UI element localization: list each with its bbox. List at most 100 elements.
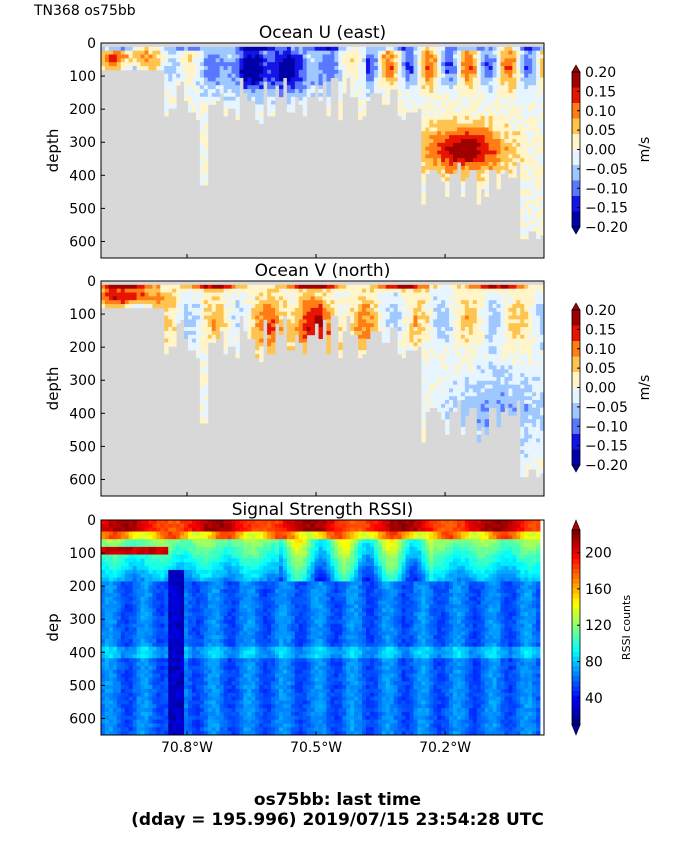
heatmap-cell [536, 154, 541, 159]
heatmap-cell [211, 327, 217, 332]
heatmap-cell [516, 58, 521, 63]
heatmap-cell [219, 323, 225, 328]
heatmap-cell [263, 304, 268, 309]
heatmap-cell [108, 569, 114, 575]
heatmap-cell [429, 330, 434, 336]
heatmap-cell [148, 284, 153, 290]
heatmap-cell [449, 365, 454, 370]
heatmap-cell [496, 292, 501, 297]
heatmap-cell [385, 81, 391, 86]
heatmap-cell [445, 123, 450, 128]
heatmap-cell [445, 181, 450, 186]
heatmap-cell [536, 77, 541, 82]
heatmap-cell [460, 307, 466, 313]
heatmap-cell [144, 304, 149, 309]
heatmap-cell [223, 54, 228, 59]
heatmap-cell [282, 66, 288, 71]
heatmap-cell [101, 62, 106, 67]
heatmap-cell [456, 115, 462, 121]
heatmap-cell [247, 315, 252, 320]
heatmap-cell [453, 350, 458, 355]
heatmap-cell [176, 69, 181, 75]
heatmap-cell [456, 66, 462, 71]
heatmap-cell [460, 330, 466, 336]
heatmap-cell [298, 300, 304, 305]
heatmap-cell [496, 319, 501, 324]
heatmap-cell [437, 66, 442, 71]
heatmap-cell [207, 315, 213, 320]
heatmap-cell [480, 288, 486, 293]
heatmap-cell [389, 46, 395, 52]
heatmap-cell [184, 315, 189, 320]
heatmap-cell [480, 89, 486, 94]
heatmap-cell [528, 108, 533, 113]
heatmap-cell [417, 311, 422, 316]
heatmap-cell [101, 604, 106, 609]
heatmap-cell [441, 50, 446, 55]
heatmap-cell [476, 396, 482, 401]
heatmap-cell [540, 457, 545, 462]
heatmap-cell [437, 104, 442, 109]
heatmap-cell [314, 66, 319, 71]
heatmap-cell [310, 319, 315, 324]
heatmap-cell [421, 119, 426, 125]
heatmap-cell [223, 296, 228, 301]
heatmap-cell [346, 284, 351, 290]
heatmap-cell [532, 227, 537, 232]
heatmap-cell [528, 215, 533, 221]
heatmap-cell [445, 315, 450, 320]
heatmap-cell [330, 66, 335, 71]
heatmap-cell [358, 100, 363, 105]
heatmap-cell [377, 50, 383, 55]
heatmap-cell [524, 380, 529, 386]
heatmap-cell [500, 384, 505, 389]
heatmap-cell [101, 623, 106, 628]
heatmap-cell [275, 66, 280, 71]
heatmap-cell [235, 112, 240, 117]
heatmap-cell [219, 319, 225, 324]
heatmap-cell [504, 112, 509, 117]
heatmap-cell [334, 292, 339, 297]
heatmap-cell [393, 319, 399, 324]
heatmap-cell [271, 77, 276, 82]
heatmap-cell [524, 388, 529, 393]
heatmap-cell [476, 334, 482, 339]
heatmap-cell [128, 54, 134, 59]
heatmap-cell [128, 50, 134, 55]
heatmap-cell [184, 81, 189, 86]
heatmap-cell [144, 284, 149, 290]
heatmap-cell [433, 369, 438, 374]
y-tick-label: 400 [69, 168, 96, 184]
heatmap-cell [441, 169, 446, 174]
heatmap-cell [267, 104, 272, 109]
heatmap-cell [104, 646, 110, 651]
heatmap-cell [116, 723, 122, 728]
heatmap-cell [488, 73, 493, 78]
heatmap-cell [496, 81, 501, 86]
heatmap-cell [456, 96, 462, 101]
heatmap-cell [104, 700, 110, 705]
heatmap-cell [263, 315, 268, 320]
heatmap-cell [508, 89, 513, 94]
heatmap-cell [480, 300, 486, 305]
heatmap-cell [199, 365, 205, 370]
heatmap-cell [120, 654, 126, 659]
heatmap-cell [306, 330, 312, 336]
heatmap-cell [453, 342, 458, 347]
heatmap-cell [429, 388, 434, 393]
heatmap-cell [203, 92, 209, 98]
heatmap-cell [492, 323, 497, 328]
heatmap-cell [188, 300, 193, 305]
heatmap-cell [243, 85, 248, 90]
heatmap-cell [120, 58, 126, 63]
heatmap-cell [314, 311, 319, 316]
heatmap-cell [512, 173, 517, 178]
heatmap-cell [500, 135, 505, 140]
heatmap-cell [116, 296, 122, 301]
heatmap-cell [520, 423, 525, 428]
heatmap-cell [464, 327, 470, 332]
heatmap-cell [460, 108, 466, 113]
heatmap-cell [263, 66, 268, 71]
heatmap-cell [409, 104, 414, 109]
heatmap-cell [203, 353, 209, 359]
